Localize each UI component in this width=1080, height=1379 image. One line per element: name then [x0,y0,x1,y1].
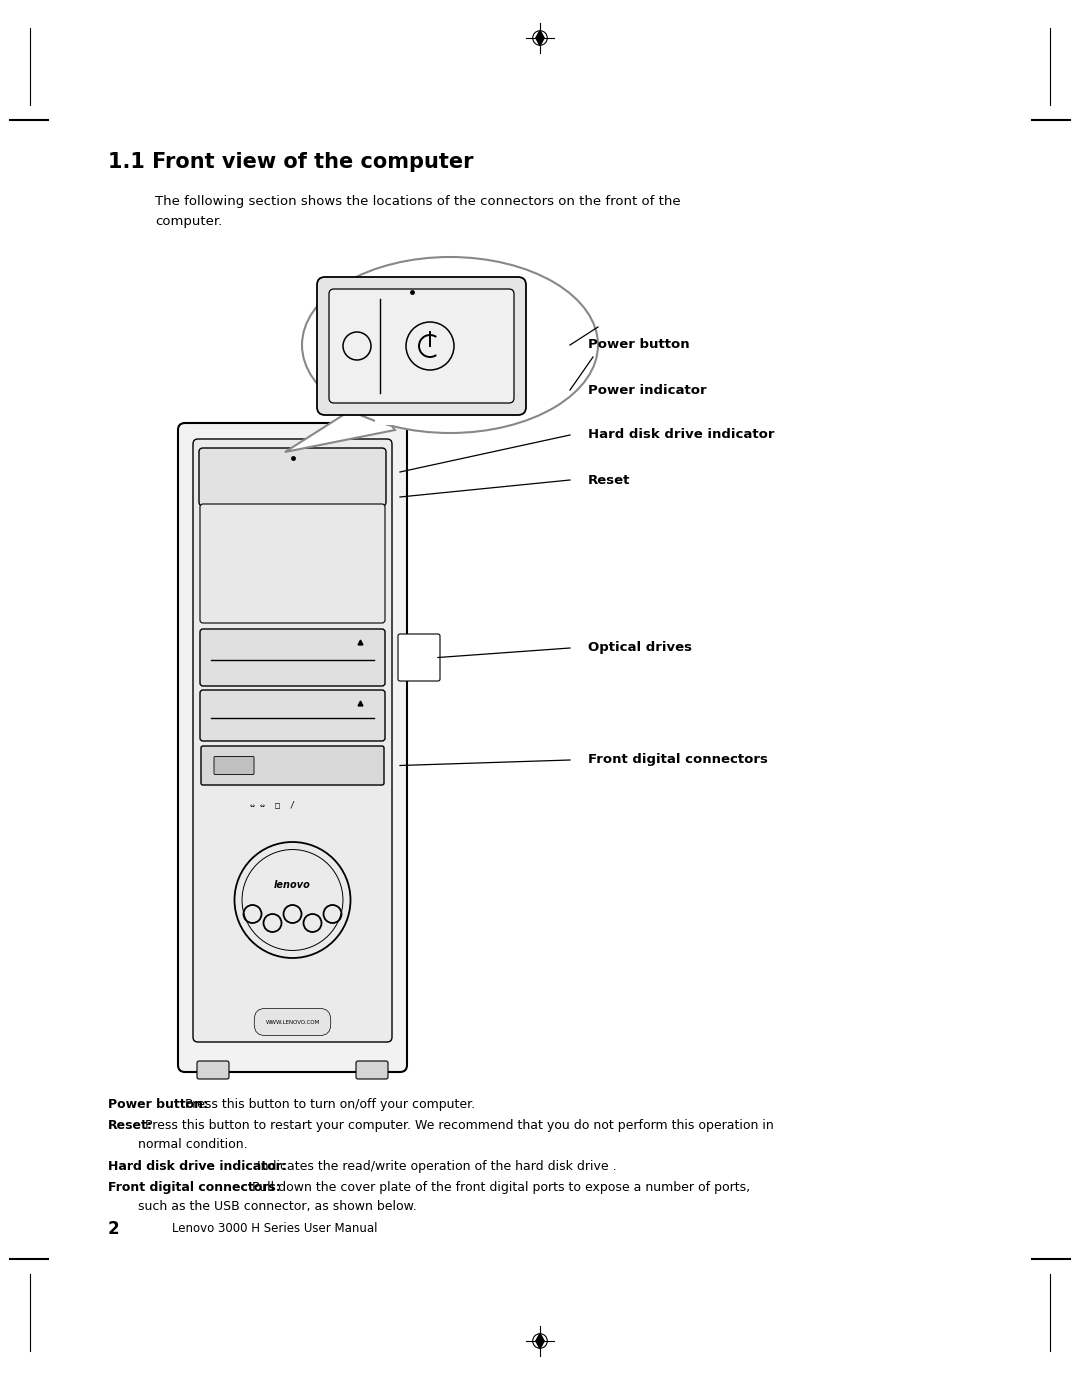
Polygon shape [536,30,544,46]
Text: Reset: Reset [588,473,631,487]
Text: Power button:: Power button: [108,1098,208,1111]
FancyBboxPatch shape [199,448,386,506]
Text: computer.: computer. [156,215,222,228]
FancyBboxPatch shape [214,757,254,775]
Text: The following section shows the locations of the connectors on the front of the: The following section shows the location… [156,194,680,208]
Text: Optical drives: Optical drives [588,641,692,655]
Polygon shape [285,399,395,452]
Text: 1.1 Front view of the computer: 1.1 Front view of the computer [108,152,473,172]
FancyBboxPatch shape [318,277,526,415]
FancyBboxPatch shape [200,690,384,741]
Text: Hard disk drive indicator: Hard disk drive indicator [588,429,774,441]
Text: Press this button to restart your computer. We recommend that you do not perform: Press this button to restart your comput… [141,1118,774,1132]
Text: such as the USB connector, as shown below.: such as the USB connector, as shown belo… [138,1200,417,1214]
FancyBboxPatch shape [193,439,392,1043]
Text: 2: 2 [108,1220,120,1238]
Polygon shape [375,400,408,425]
Text: Lenovo 3000 H Series User Manual: Lenovo 3000 H Series User Manual [172,1222,378,1236]
Text: WWW.LENOVO.COM: WWW.LENOVO.COM [266,1019,320,1025]
Text: ⇔ ⇔  □  /: ⇔ ⇔ □ / [249,800,295,809]
Text: Press this button to turn on/off your computer.: Press this button to turn on/off your co… [180,1098,475,1111]
Ellipse shape [302,256,598,433]
FancyBboxPatch shape [399,634,440,681]
FancyBboxPatch shape [329,290,514,403]
FancyBboxPatch shape [356,1060,388,1078]
Text: Pull down the cover plate of the front digital ports to expose a number of ports: Pull down the cover plate of the front d… [247,1180,750,1194]
Text: Power indicator: Power indicator [588,383,706,397]
FancyBboxPatch shape [197,1060,229,1078]
Polygon shape [536,1333,544,1349]
Text: Indicates the read/write operation of the hard disk drive .: Indicates the read/write operation of th… [253,1160,617,1174]
FancyBboxPatch shape [201,746,384,785]
Text: normal condition.: normal condition. [138,1138,247,1151]
FancyBboxPatch shape [200,503,384,623]
FancyBboxPatch shape [200,629,384,685]
Text: lenovo: lenovo [274,880,311,889]
Text: Front digital connectors:: Front digital connectors: [108,1180,281,1194]
Text: Power button: Power button [588,338,690,352]
FancyBboxPatch shape [178,423,407,1071]
Text: Front digital connectors: Front digital connectors [588,753,768,767]
Text: Reset:: Reset: [108,1118,153,1132]
Text: Hard disk drive indicator:: Hard disk drive indicator: [108,1160,287,1174]
